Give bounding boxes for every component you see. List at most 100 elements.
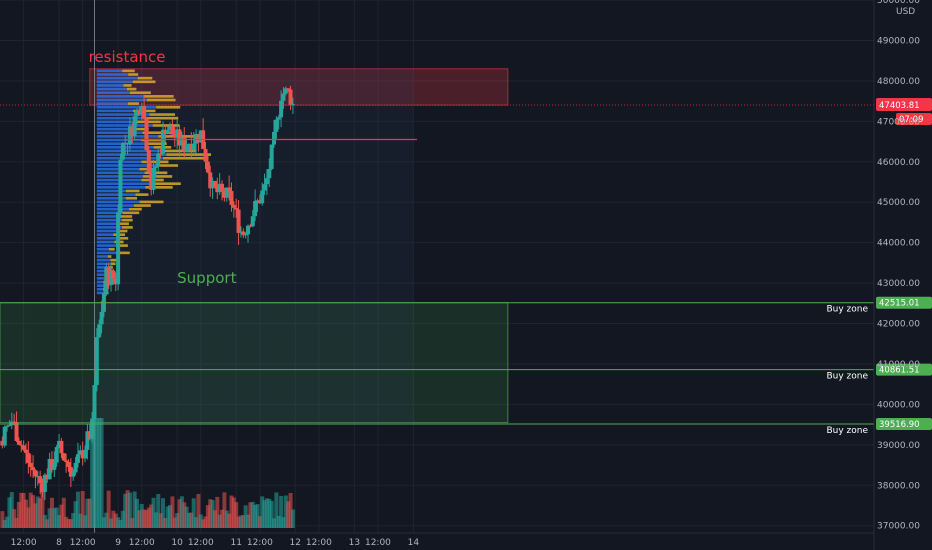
volume-bar [87,498,92,528]
volume-bar [194,517,199,528]
countdown-text: 07:09 [899,115,924,125]
profile-bar-ext [118,229,128,233]
profile-bar [96,258,111,262]
profile-bar [96,87,127,91]
buy-zone-badge [876,363,932,376]
volume-bar [118,519,123,528]
volume-bar [274,492,279,528]
last-price-badge [876,97,932,111]
profile-bar-ext [132,127,149,131]
volume-bar [85,498,90,528]
volume-bar [12,509,17,528]
profile-bar [96,116,147,120]
profile-bar [96,95,144,98]
volume-bar [99,418,104,528]
candle-body [78,450,83,455]
candle-body [9,421,14,426]
candle-body [160,129,165,154]
time-tick-label: 8 [56,538,62,548]
volume-bar [125,490,130,528]
volume-bar [208,499,213,528]
volume-bar [177,499,182,528]
buy-zone-price: 42515.01 [879,299,920,309]
volume-bar [220,509,225,528]
volume-bar [250,501,255,528]
volume-bar [276,515,281,528]
last-price-text: 47403.81 [879,101,920,111]
price-tick-label: 39000.00 [877,441,920,451]
time-tick-label: 14 [408,538,420,548]
profile-bar [96,105,157,109]
profile-bar-ext [129,207,142,211]
volume-bar [139,504,144,528]
volume-bar [246,514,251,528]
profile-bar [96,287,103,291]
volume-bar [290,509,295,528]
profile-bar [96,120,135,124]
candle-body [229,190,234,205]
candle-body [224,187,229,198]
candle-body [68,466,73,477]
candle-body [205,161,210,173]
volume-bar [146,507,151,528]
candle-body [16,441,21,445]
candle-body [146,150,151,172]
volume-bar [170,496,175,528]
profile-bar [96,182,156,186]
candle-body [38,476,43,484]
profile-bar [96,247,109,251]
candle-body [184,146,189,152]
profile-bar-ext [156,105,181,109]
volume-bar [61,497,66,528]
overlays: 47403.81 07:09 42515.01 Buy zone 40861.51 Buy… [0,97,932,436]
time-axis[interactable]: 12:00 8 12:00 9 12:00 10 12:00 11 12:00 12 12:00 13… [0,532,874,548]
volume-bar [28,492,33,528]
profile-bar [96,255,108,258]
price-tick-label: 50000.00 [877,0,920,6]
candle-body [250,216,255,227]
price-tick-label: 46000.00 [877,158,920,168]
volume-bar [272,518,277,528]
volume-bar [64,516,69,528]
profile-bar-ext [116,222,129,226]
price-tick-label: 47000.00 [877,117,920,127]
profile-bar [96,109,134,113]
volume-bar [279,495,284,528]
volume-bar [57,515,62,528]
profile-bar [96,84,124,87]
volume-bar [267,498,272,528]
profile-bar-ext [142,175,173,178]
candle-body [234,207,239,210]
profile-bar [96,156,164,160]
candle-body [113,278,118,285]
buy-zone-label: Buy zone [826,372,868,382]
volume-bar [182,502,187,528]
price-axis[interactable]: 37000.00 38000.00 39000.00 40000.00 41000.00… [873,0,920,550]
volume-bar [217,514,222,528]
volume-bar [52,508,57,528]
profile-bar [96,280,104,284]
volume-bar [175,513,180,528]
candle-body [135,109,140,117]
candle-body [215,187,220,193]
volume-bar [78,513,83,528]
volume-bar [281,517,286,528]
volume-bar [201,519,206,528]
countdown-badge [896,112,932,125]
volume-bar [142,509,147,528]
profile-bar-ext [146,98,176,102]
profile-bar-ext [139,200,164,204]
time-tick-label: 12:00 [70,538,96,548]
volume-bar [222,492,227,528]
volume-bar [184,506,189,528]
volume-bar [203,516,208,528]
volume-bar [255,504,260,528]
profile-bar [96,244,120,247]
candle-body [189,143,194,150]
candle-body [139,106,144,115]
volume-bar [83,515,88,528]
price-tick-label: 49000.00 [877,36,920,46]
volume-bar [35,496,40,528]
candle-body [127,126,132,145]
